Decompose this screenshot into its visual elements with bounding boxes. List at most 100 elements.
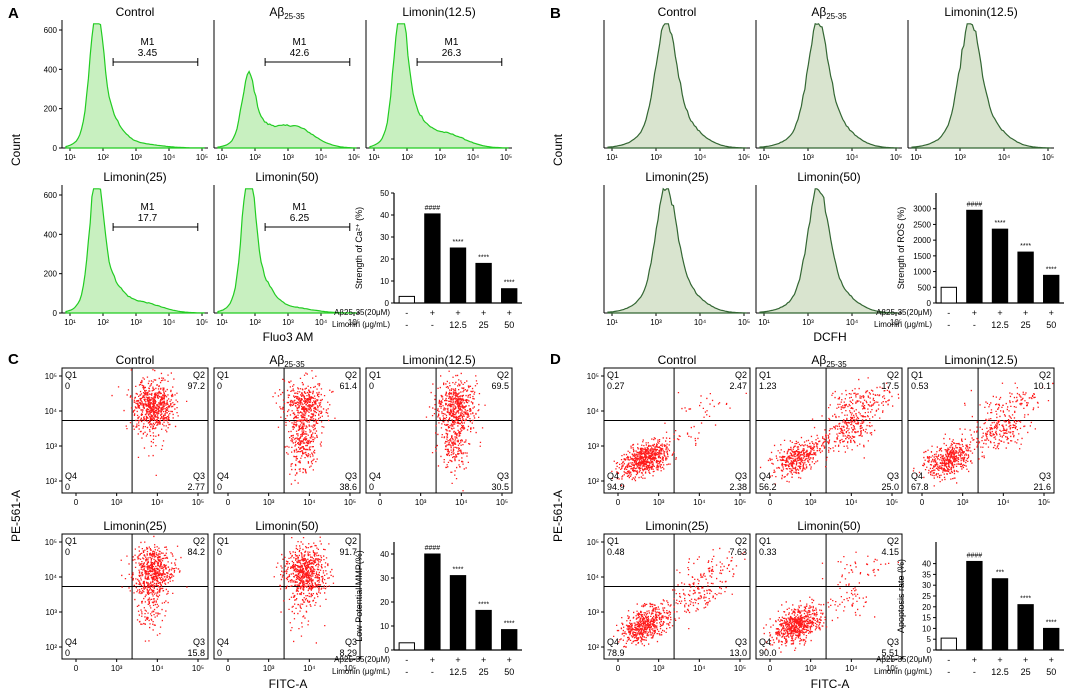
plot-title: Limonin(50) <box>255 170 318 184</box>
bar-y-label: Low Potential MMP(%) <box>354 550 364 642</box>
plot-title: Limonin(25) <box>645 519 708 533</box>
y-tick-label: 10³ <box>587 608 599 617</box>
q3-label: Q3 <box>497 471 509 481</box>
row1-label: Aβ25-35(20μM) <box>334 308 390 317</box>
x-tick-label: 10¹ <box>910 153 922 162</box>
limonin-dose: - <box>973 320 976 330</box>
row2-label: Limonin (μg/mL) <box>874 320 932 329</box>
row1-label: Aβ25-35(20μM) <box>876 655 932 664</box>
plot-frame <box>755 367 903 494</box>
q4-value: 56.2 <box>759 482 777 492</box>
x-tick-label: 10⁵ <box>192 498 204 507</box>
plot-title: Control <box>116 5 155 19</box>
gate-label: M1 <box>140 202 154 213</box>
x-tick-label: 10⁵ <box>344 664 356 673</box>
q1-label: Q1 <box>217 536 229 546</box>
limonin-dose: 25 <box>479 667 489 677</box>
q2-label: Q2 <box>193 370 205 380</box>
subplot: Control 10¹ 10³ 10⁴ 10⁵ <box>603 5 750 162</box>
bar-y-tick-label: 20 <box>380 255 389 264</box>
bar-y-label: Strength of ROS (%) <box>896 207 906 290</box>
q3-label: Q3 <box>345 471 357 481</box>
gate-label: M1 <box>292 37 306 48</box>
panel-letter: B <box>550 5 561 22</box>
histogram-curve <box>369 23 509 149</box>
bar-significance: **** <box>1046 266 1057 273</box>
x-tick-label: 10⁴ <box>998 153 1011 162</box>
x-tick-label: 0 <box>768 498 773 507</box>
q2-value: 4.15 <box>881 547 899 557</box>
bar <box>1017 251 1034 304</box>
bar-y-tick-label: 35 <box>922 570 931 579</box>
x-tick-label: 10¹ <box>758 318 770 327</box>
y-tick-label: 10⁵ <box>587 538 599 547</box>
x-tick-label: 10² <box>249 318 261 327</box>
bar-y-tick-label: 0 <box>927 299 932 308</box>
x-tick-label: 10³ <box>650 153 662 162</box>
y-tick-label: 400 <box>44 230 58 239</box>
panel-x-label: FITC-A <box>811 677 850 691</box>
bar-y-label: Apoptosis rate (%) <box>896 559 906 633</box>
gate-label: M1 <box>444 37 458 48</box>
y-tick-label: 10⁴ <box>45 407 58 416</box>
q2-label: Q2 <box>497 370 509 380</box>
plot-title: Limonin(25) <box>645 170 708 184</box>
q2-label: Q2 <box>1039 370 1051 380</box>
bar-chart: 0 500 1000 1500 2000 2500 3000 Strength of ROS … <box>874 193 1064 330</box>
scatter-points <box>120 535 188 642</box>
x-tick-label: 10⁴ <box>846 318 859 327</box>
bar-y-tick-label: 0 <box>927 646 932 655</box>
bar-significance: #### <box>425 205 441 212</box>
x-tick-label: 10³ <box>653 664 665 673</box>
q1-value: 0 <box>217 547 222 557</box>
x-tick-label: 10³ <box>111 498 123 507</box>
bar-significance: **** <box>1046 619 1057 626</box>
scatter-points <box>613 547 746 648</box>
q3-label: Q3 <box>193 637 205 647</box>
y-tick-label: 200 <box>44 270 58 279</box>
bar <box>424 213 441 304</box>
q2-label: Q2 <box>345 370 357 380</box>
q2-value: 84.2 <box>187 547 205 557</box>
bar <box>1043 627 1060 651</box>
q1-value: 0.48 <box>607 547 625 557</box>
q1-label: Q1 <box>607 370 619 380</box>
y-tick-label: 10² <box>587 643 599 652</box>
x-tick-label: 10³ <box>415 498 427 507</box>
y-tick-label: 10² <box>587 477 599 486</box>
scatter-points <box>273 536 335 644</box>
bar-significance: **** <box>478 254 489 261</box>
bar-significance: **** <box>453 239 464 246</box>
limonin-dose: - <box>947 320 950 330</box>
limonin-dose: 25 <box>479 320 489 330</box>
q4-value: 90.0 <box>759 648 777 658</box>
bar-y-tick-label: 1000 <box>913 268 931 277</box>
x-tick-label: 10³ <box>130 153 142 162</box>
limonin-dose: 50 <box>1046 667 1056 677</box>
gate-value: 3.45 <box>138 48 158 59</box>
x-tick-label: 0 <box>920 498 925 507</box>
x-tick-label: 10⁵ <box>734 664 746 673</box>
bar-significance: #### <box>967 201 983 208</box>
x-tick-label: 10³ <box>263 664 275 673</box>
x-tick-label: 10⁴ <box>694 153 707 162</box>
bar-y-tick-label: 40 <box>380 211 389 220</box>
limonin-dose: 12.5 <box>991 667 1009 677</box>
x-tick-label: 10³ <box>434 153 446 162</box>
treatment-sign: + <box>507 308 512 318</box>
bar-y-tick-label: 2500 <box>913 220 931 229</box>
q2-value: 97.2 <box>187 381 205 391</box>
x-tick-label: 10³ <box>263 498 275 507</box>
q4-value: 0 <box>369 482 374 492</box>
q2-label: Q2 <box>735 370 747 380</box>
bar-y-tick-label: 20 <box>922 603 931 612</box>
plot-frame <box>603 367 751 494</box>
y-tick-label: 10⁵ <box>45 372 57 381</box>
subplot: Limonin(25) 10¹ 10² 10³ 10⁴ 10⁵ 0 200 400 600 M117… <box>44 170 208 327</box>
treatment-sign: + <box>997 308 1002 318</box>
y-tick-label: 10⁵ <box>45 538 57 547</box>
